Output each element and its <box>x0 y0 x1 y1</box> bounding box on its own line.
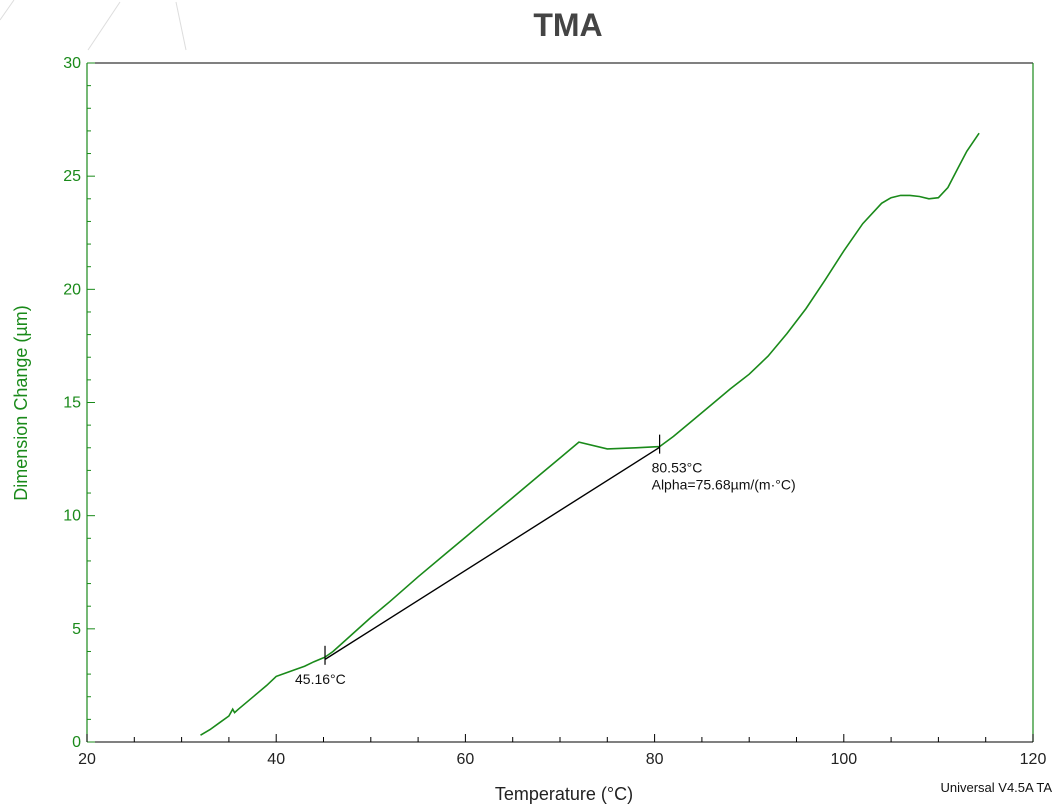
x-tick-label: 40 <box>267 751 285 768</box>
software-version-label: Universal V4.5A TA <box>940 780 1052 795</box>
annotation-label: 80.53°C <box>652 460 703 476</box>
y-tick-label: 30 <box>63 55 81 72</box>
x-axis-label: Temperature (°C) <box>495 784 633 804</box>
series-line-dimension-change <box>200 132 980 736</box>
y-tick-label: 0 <box>72 734 81 751</box>
x-tick-label: 100 <box>830 751 857 768</box>
y-axis-ticks: 0 5 10 15 20 25 30 <box>63 55 95 751</box>
y-tick-label: 25 <box>63 168 81 185</box>
annotation-label: 45.16°C <box>295 671 346 687</box>
plot-axes <box>86 62 1034 743</box>
chart-title: TMA <box>533 7 602 43</box>
y-tick-label: 15 <box>63 395 81 412</box>
y-tick-label: 20 <box>63 281 81 298</box>
x-tick-label: 120 <box>1020 751 1047 768</box>
x-tick-label: 80 <box>646 751 664 768</box>
x-tick-label: 60 <box>457 751 475 768</box>
background-decoration <box>0 0 187 51</box>
y-axis-label: Dimension Change (µm) <box>11 305 31 500</box>
alpha-fit-line <box>324 446 660 660</box>
annotation-alpha-label: Alpha=75.68µm/(m·°C) <box>652 477 796 493</box>
y-tick-label: 10 <box>63 508 81 525</box>
x-axis-ticks: 20 40 60 80 100 120 <box>78 734 1046 768</box>
x-tick-label: 20 <box>78 751 96 768</box>
y-tick-label: 5 <box>72 621 81 638</box>
